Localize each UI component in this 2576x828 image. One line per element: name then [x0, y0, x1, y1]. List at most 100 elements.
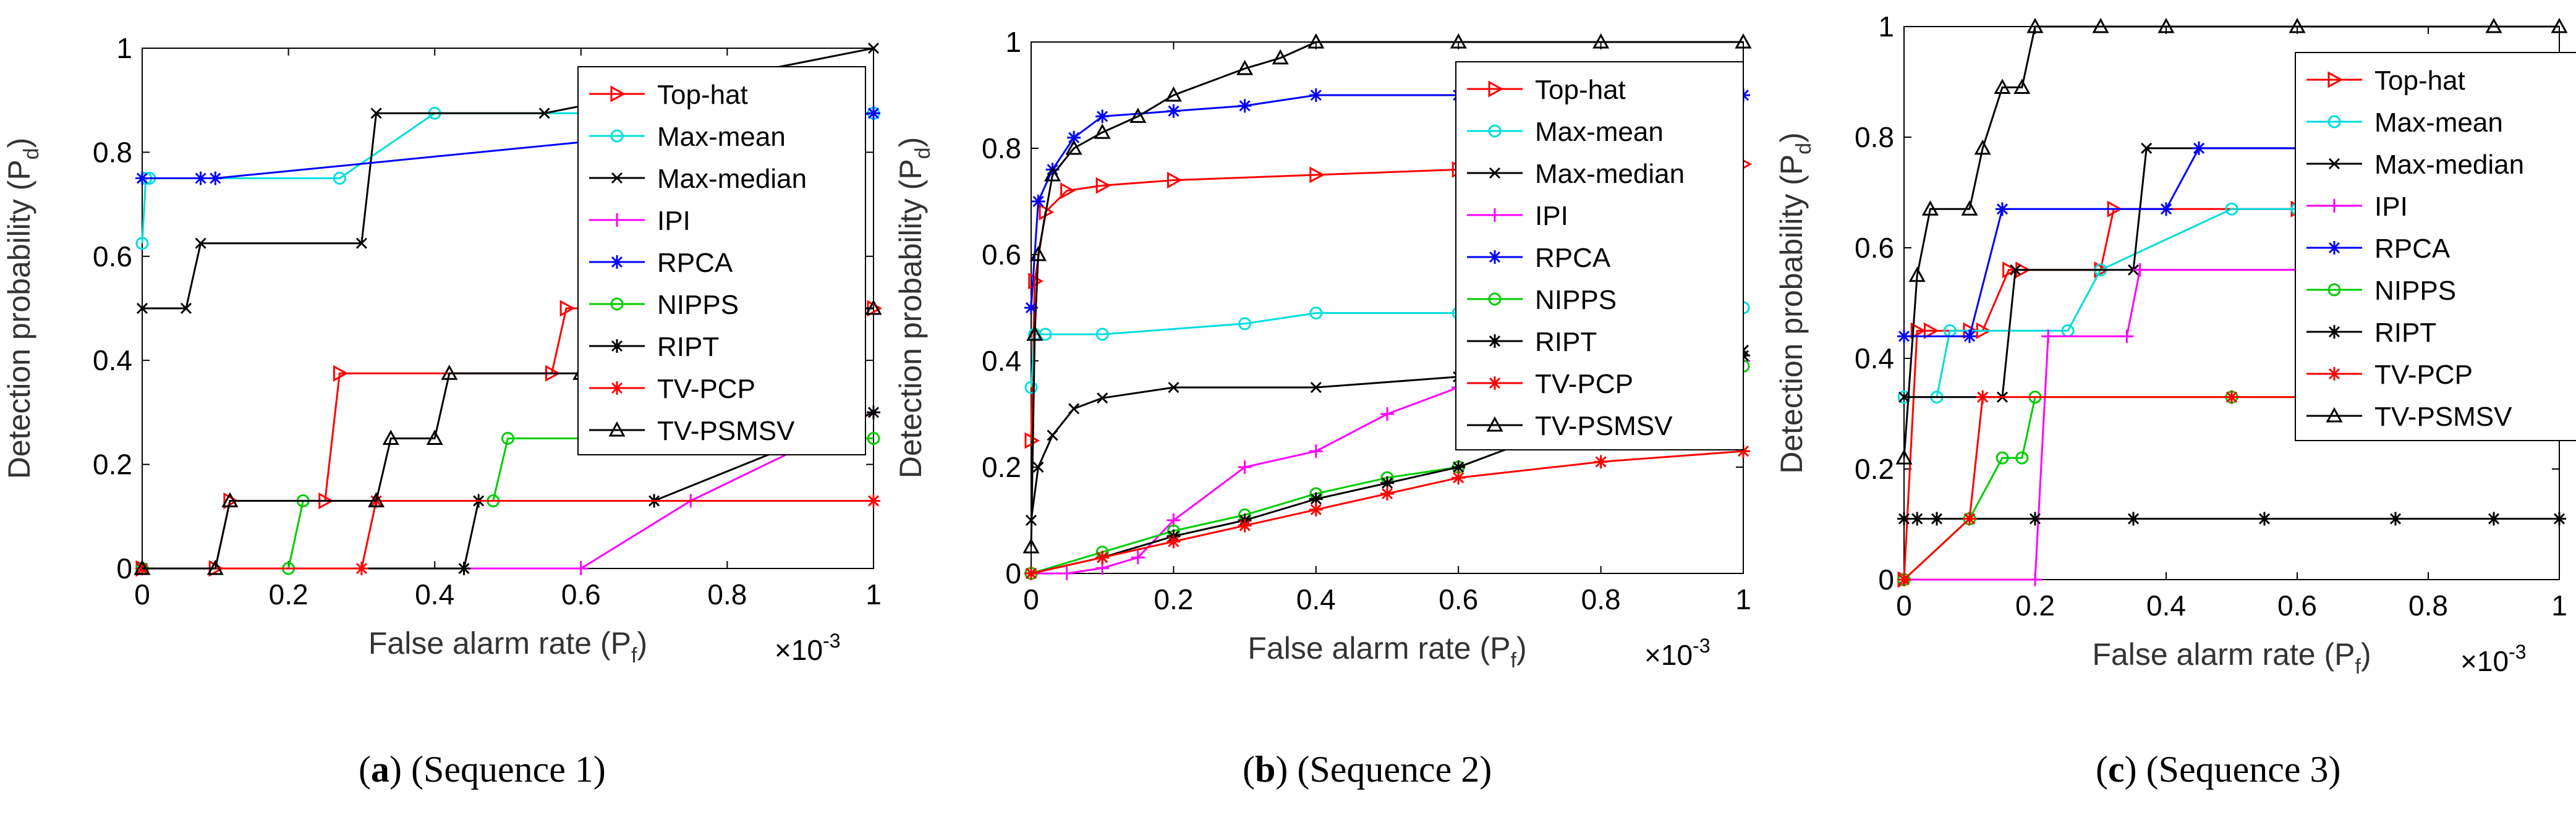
data-point	[333, 365, 349, 382]
y-tick-label: 0	[1005, 557, 1021, 589]
legend-marker	[1488, 376, 1502, 390]
series-line	[1904, 147, 2559, 337]
panel-caption: (c) (Sequence 3)	[2096, 749, 2340, 790]
y-tick-label: 0	[116, 552, 132, 585]
x-tick-label: 0.4	[415, 578, 454, 610]
legend-label: TV-PCP	[1535, 369, 1633, 399]
x-tick-label: 0.6	[561, 578, 601, 610]
legend-marker	[611, 172, 623, 184]
data-point	[2485, 17, 2502, 33]
data-point	[2013, 78, 2031, 94]
legend-marker	[1488, 334, 1502, 348]
legend-label: IPI	[1535, 201, 1568, 231]
panel-caption: (b) (Sequence 2)	[1243, 749, 1492, 790]
data-point	[195, 237, 206, 249]
data-point	[2120, 329, 2134, 344]
data-point	[1897, 573, 1911, 586]
data-point	[501, 432, 514, 445]
data-point	[2553, 512, 2566, 526]
data-point	[1024, 381, 1038, 394]
data-point	[2041, 329, 2055, 344]
data-point	[1236, 59, 1254, 75]
data-point	[1736, 444, 1750, 458]
data-point	[1060, 567, 1074, 580]
y-tick-label: 1	[116, 32, 132, 64]
y-tick-label: 0.6	[982, 239, 1021, 271]
data-point	[1031, 195, 1045, 208]
data-point	[1309, 502, 1323, 517]
y-tick-label: 1	[1005, 26, 1021, 58]
data-point	[2127, 512, 2140, 526]
data-point	[2159, 202, 2173, 216]
y-tick-label: 0.6	[93, 240, 132, 272]
legend-marker	[1488, 292, 1502, 306]
legend-label: NIPPS	[1535, 285, 1617, 315]
data-point	[574, 562, 588, 575]
legend-label: TV-PSMSV	[2374, 402, 2512, 432]
legend-marker	[1488, 124, 1502, 138]
legend-box	[2295, 52, 2576, 441]
data-point	[1272, 49, 1289, 65]
x-tick-label: 0.6	[1439, 583, 1478, 615]
series-line	[1903, 25, 2559, 458]
series-tv-pcp	[1024, 444, 1750, 580]
series-line	[142, 500, 874, 570]
data-point	[1963, 329, 1976, 344]
data-point	[1309, 88, 1323, 102]
x-tick-label: 1	[1735, 583, 1751, 615]
data-point	[368, 492, 385, 508]
legend-marker	[610, 129, 624, 143]
legend-label: IPI	[657, 206, 691, 236]
legend-label: RIPT	[2374, 318, 2436, 348]
y-axis-label: Detection probability (Pd)	[893, 137, 935, 479]
data-point	[2026, 17, 2044, 33]
x-tick-label: 0	[1023, 583, 1039, 615]
data-point	[1930, 512, 1944, 526]
data-point	[1168, 381, 1180, 394]
data-point	[1923, 322, 1939, 339]
x-tick-label: 0	[1896, 589, 1912, 622]
data-point	[1047, 429, 1058, 441]
data-point	[1094, 124, 1111, 139]
data-point	[134, 559, 151, 575]
legend-marker	[2328, 158, 2340, 170]
y-axis-label: Detection probability (Pd)	[1774, 132, 1816, 474]
legend-marker	[2327, 199, 2341, 213]
data-point	[1452, 460, 1466, 474]
data-point	[355, 237, 367, 249]
data-point	[135, 171, 149, 185]
data-point	[538, 108, 550, 119]
x-exponent-label: ×10-3	[2460, 641, 2526, 677]
legend-label: Max-median	[2374, 150, 2524, 180]
data-point	[208, 171, 223, 185]
legend-label: NIPPS	[657, 290, 739, 320]
x-axis-label: False alarm rate (Pf)	[368, 626, 647, 667]
legend-label: TV-PSMSV	[1535, 411, 1673, 441]
data-point	[1129, 108, 1147, 123]
data-point	[1961, 200, 1978, 216]
data-point	[867, 42, 880, 54]
legend-marker	[2327, 115, 2341, 129]
data-point	[1039, 327, 1052, 341]
data-point	[1060, 182, 1076, 200]
series-line	[1030, 94, 1743, 308]
series-tv-pcp	[135, 494, 880, 575]
data-point	[867, 494, 880, 508]
series-tv-psmsv	[1895, 17, 2568, 465]
x-exponent-label: ×10-3	[775, 630, 840, 666]
data-point	[1309, 306, 1323, 320]
legend-marker	[2326, 407, 2343, 423]
data-point	[1067, 130, 1081, 145]
series-rpca	[135, 106, 880, 185]
data-point	[1095, 551, 1110, 565]
data-point	[333, 172, 346, 185]
legend-marker	[610, 85, 626, 103]
data-point	[135, 237, 149, 250]
series-line	[1903, 192, 2560, 580]
legend-label: Top-hat	[657, 80, 748, 110]
series-tv-psmsv	[1022, 33, 1752, 554]
data-point	[1996, 202, 2009, 216]
data-point	[559, 300, 576, 317]
data-point	[441, 365, 458, 380]
data-point	[1994, 78, 2011, 94]
